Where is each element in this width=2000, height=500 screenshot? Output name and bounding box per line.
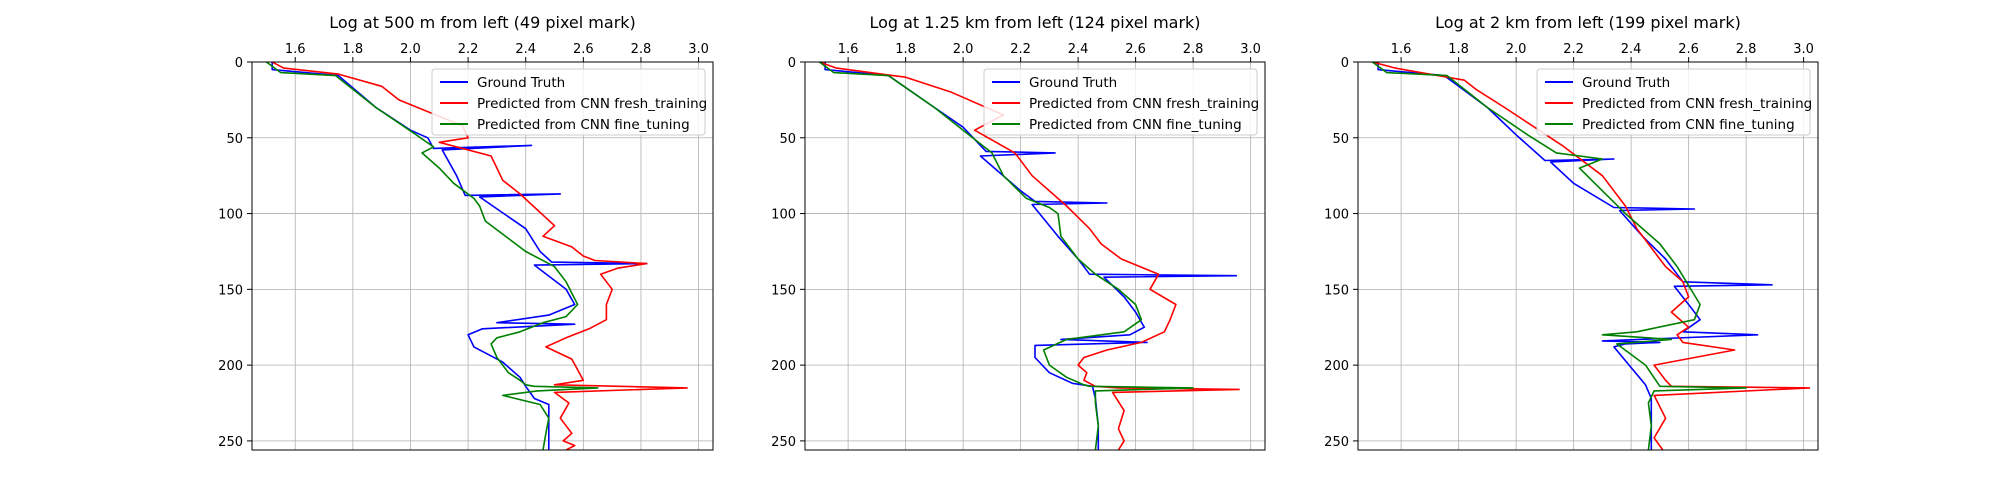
legend: Ground Truth Predicted from CNN fresh_tra… <box>983 68 1259 136</box>
y-tick-label: 50 <box>226 132 243 147</box>
y-tick-label: 250 <box>218 435 243 450</box>
x-tick-label: 2.6 <box>1678 42 1699 57</box>
legend-label: Predicted from CNN fresh_training <box>477 96 707 112</box>
legend: Ground Truth Predicted from CNN fresh_tra… <box>1536 68 1812 136</box>
legend-box <box>1536 68 1811 136</box>
x-tick-label: 2.2 <box>458 42 479 57</box>
axes-frame <box>804 61 1266 451</box>
legend-label: Predicted from CNN fresh_training <box>1582 96 1812 112</box>
series-line-2 <box>819 62 1240 450</box>
x-tick-label: 1.8 <box>343 42 364 57</box>
chart-title: Log at 1.25 km from left (124 pixel mark… <box>869 13 1200 32</box>
chart-panel-2: 1.6 1.8 2.0 2.2 2.4 2.6 2.8 3.0 0 50 100 150 200 250 L… <box>771 13 1266 451</box>
x-tick-label: 3.0 <box>1793 42 1814 57</box>
legend-box <box>983 68 1258 136</box>
x-tick-label: 2.4 <box>1621 42 1642 57</box>
legend-label: Ground Truth <box>1582 75 1670 91</box>
axes-frame <box>1357 61 1819 451</box>
series-line-3 <box>818 62 1194 450</box>
series-line-2 <box>271 62 688 450</box>
x-tick-label: 2.8 <box>1736 42 1757 57</box>
legend-label: Predicted from CNN fine_tuning <box>1582 117 1795 133</box>
legend: Ground Truth Predicted from CNN fresh_tra… <box>431 68 707 136</box>
x-tick-label: 1.8 <box>895 42 916 57</box>
x-tick-label: 2.2 <box>1563 42 1584 57</box>
x-tick-label: 2.4 <box>1068 42 1089 57</box>
y-tick-label: 200 <box>771 359 796 374</box>
x-tick-label: 2.0 <box>400 42 421 57</box>
x-tick-label: 2.8 <box>631 42 652 57</box>
legend-label: Predicted from CNN fine_tuning <box>1029 117 1242 133</box>
x-tick-label: 1.8 <box>1448 42 1469 57</box>
chart-title: Log at 500 m from left (49 pixel mark) <box>329 13 636 32</box>
legend-label: Predicted from CNN fresh_training <box>1029 96 1259 112</box>
x-tick-label: 1.6 <box>285 42 306 57</box>
y-tick-label: 0 <box>235 56 243 71</box>
x-tick-label: 1.6 <box>1391 42 1412 57</box>
x-tick-label: 2.4 <box>515 42 536 57</box>
x-tick-label: 2.2 <box>1010 42 1031 57</box>
series-line-1 <box>824 62 1238 450</box>
axes-frame <box>251 61 714 451</box>
y-tick-label: 100 <box>771 208 796 223</box>
y-tick-label: 100 <box>1324 208 1349 223</box>
x-tick-label: 3.0 <box>688 42 709 57</box>
chart-panel-1: 1.6 1.8 2.0 2.2 2.4 2.6 2.8 3.0 0 50 100 150 200 250 L… <box>218 13 714 451</box>
y-tick-label: 250 <box>1324 435 1349 450</box>
y-tick-label: 200 <box>1324 359 1349 374</box>
chart-panel-3: 1.6 1.8 2.0 2.2 2.4 2.6 2.8 3.0 0 50 100 150 200 250 L… <box>1324 13 1819 451</box>
x-tick-label: 2.6 <box>1125 42 1146 57</box>
legend-label: Predicted from CNN fine_tuning <box>477 117 690 133</box>
x-tick-label: 2.0 <box>1506 42 1527 57</box>
y-tick-label: 150 <box>1324 283 1349 298</box>
y-tick-label: 200 <box>218 359 243 374</box>
x-tick-label: 2.8 <box>1183 42 1204 57</box>
legend-box <box>431 68 706 136</box>
y-tick-label: 50 <box>1332 132 1349 147</box>
x-tick-label: 3.0 <box>1240 42 1261 57</box>
legend-label: Ground Truth <box>477 75 565 91</box>
y-tick-label: 50 <box>779 132 796 147</box>
y-tick-label: 150 <box>771 283 796 298</box>
series-line-2 <box>1372 62 1811 450</box>
y-tick-label: 250 <box>771 435 796 450</box>
series-line-3 <box>1371 62 1747 450</box>
y-tick-label: 0 <box>1341 56 1349 71</box>
x-tick-label: 1.6 <box>838 42 859 57</box>
y-tick-label: 100 <box>218 208 243 223</box>
legend-label: Ground Truth <box>1029 75 1117 91</box>
y-tick-label: 150 <box>218 283 243 298</box>
y-tick-label: 0 <box>788 56 796 71</box>
x-tick-label: 2.0 <box>953 42 974 57</box>
chart-title: Log at 2 km from left (199 pixel mark) <box>1435 13 1741 32</box>
x-tick-label: 2.6 <box>573 42 594 57</box>
series-line-3 <box>265 62 599 450</box>
